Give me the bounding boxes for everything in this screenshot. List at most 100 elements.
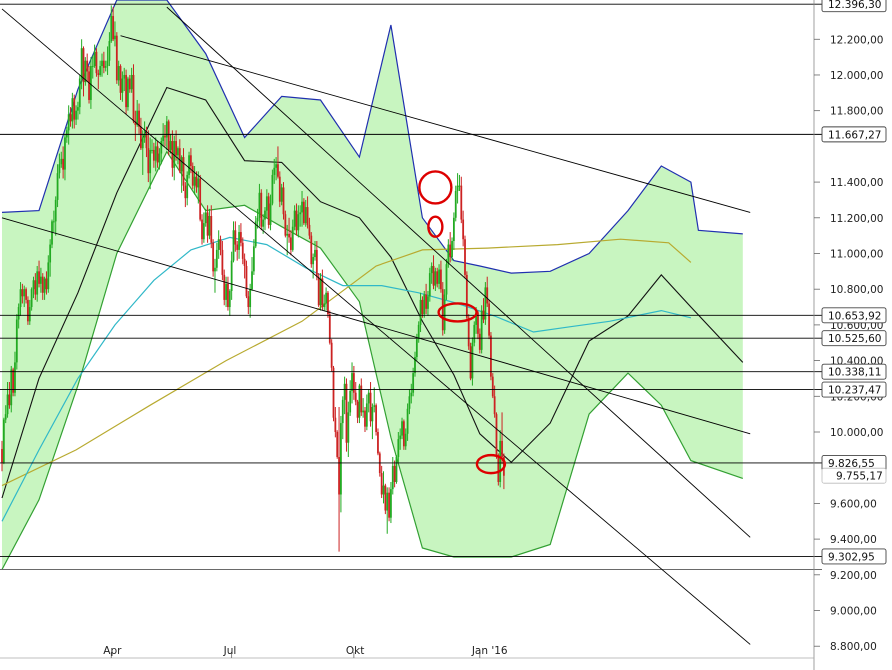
level-price-label: 10.653,92 bbox=[828, 310, 881, 322]
level-price-label: 9.826,55 bbox=[828, 458, 875, 470]
candle-body bbox=[49, 244, 52, 263]
candle-body bbox=[456, 185, 459, 192]
candle-body bbox=[140, 126, 142, 149]
candle-body bbox=[312, 257, 315, 265]
candle-body bbox=[193, 176, 196, 186]
candle-body bbox=[106, 60, 109, 67]
candle-body bbox=[302, 201, 305, 224]
candle-body bbox=[315, 249, 318, 277]
candle-body bbox=[25, 289, 27, 300]
candle-body bbox=[327, 292, 329, 315]
candle-body bbox=[290, 237, 292, 250]
candle-body bbox=[134, 121, 137, 125]
candle-body bbox=[38, 271, 40, 284]
trendline bbox=[120, 35, 751, 213]
y-tick-label: 12.200,00 bbox=[830, 34, 883, 46]
candle-body bbox=[23, 289, 26, 297]
candle-body bbox=[475, 312, 478, 325]
candle-body bbox=[162, 135, 165, 142]
candle-body bbox=[382, 485, 385, 495]
candle-body bbox=[75, 110, 77, 120]
candle-body bbox=[180, 157, 183, 172]
candle-body bbox=[151, 149, 153, 151]
candle-body bbox=[136, 110, 139, 125]
candle-body bbox=[195, 176, 198, 188]
y-tick-label: 8.800,00 bbox=[830, 641, 877, 653]
candle-body bbox=[423, 294, 426, 315]
candle-body bbox=[206, 212, 209, 236]
candle-body bbox=[175, 141, 177, 156]
candle-body bbox=[82, 48, 85, 83]
level-price-box bbox=[821, 0, 887, 13]
candle-body bbox=[132, 74, 135, 122]
bollinger-band-fill bbox=[2, 0, 743, 570]
candle-body bbox=[425, 294, 428, 309]
candle-body bbox=[323, 303, 326, 308]
candle-body bbox=[204, 212, 207, 224]
candle-body bbox=[191, 166, 194, 186]
horizontal-level-lines bbox=[0, 3, 822, 570]
candle-body bbox=[395, 456, 398, 482]
candle-body bbox=[369, 392, 372, 422]
candle-body bbox=[480, 310, 483, 350]
candle-body bbox=[152, 149, 155, 161]
candle-body bbox=[212, 242, 215, 272]
candle-body bbox=[39, 276, 42, 284]
candle-body bbox=[197, 178, 200, 188]
candle-body bbox=[330, 342, 333, 368]
candle-body bbox=[34, 280, 37, 295]
candle-body bbox=[404, 433, 407, 447]
candle-body bbox=[328, 314, 331, 343]
candle-body bbox=[490, 335, 492, 377]
signal-marker-ellipse bbox=[427, 215, 444, 238]
candle-body bbox=[128, 78, 131, 90]
candle-body bbox=[258, 192, 261, 218]
y-tick-label: 12.000,00 bbox=[830, 70, 883, 82]
candle-body bbox=[343, 383, 346, 400]
candle-body bbox=[410, 392, 413, 397]
level-price-box bbox=[821, 548, 887, 565]
candle-body bbox=[102, 60, 105, 68]
candle-body bbox=[473, 324, 476, 343]
candle-body bbox=[47, 262, 50, 290]
candle-body bbox=[406, 408, 409, 434]
signal-marker-ellipse bbox=[475, 453, 507, 475]
candle-body bbox=[184, 185, 187, 199]
candle-body bbox=[30, 289, 33, 308]
y-tick-label: 9.400,00 bbox=[830, 534, 877, 546]
candle-body bbox=[262, 219, 265, 227]
candle-body bbox=[36, 271, 39, 295]
candle-body bbox=[297, 214, 300, 231]
candle-body bbox=[447, 244, 450, 265]
moving-average-100-line bbox=[1, 236, 692, 522]
candle-body bbox=[351, 373, 353, 391]
candle-body bbox=[295, 210, 298, 231]
candle-body bbox=[451, 240, 453, 258]
candle-body bbox=[138, 110, 140, 127]
level-price-box bbox=[821, 307, 887, 324]
candle-body bbox=[165, 121, 168, 138]
candle-body bbox=[319, 278, 322, 306]
candle-body bbox=[236, 244, 239, 250]
candle-body bbox=[217, 239, 220, 250]
candle-body bbox=[471, 342, 474, 379]
level-price-box bbox=[821, 330, 887, 347]
candle-body bbox=[360, 385, 363, 413]
candle-body bbox=[149, 149, 152, 174]
y-tick-label: 11.000,00 bbox=[830, 248, 883, 260]
candle-body bbox=[462, 219, 465, 240]
candle-body bbox=[214, 267, 216, 272]
candle-body bbox=[186, 174, 189, 199]
candle-body bbox=[438, 269, 440, 284]
candle-body bbox=[440, 269, 442, 290]
candle-body bbox=[386, 492, 389, 511]
candle-body bbox=[354, 392, 357, 402]
candle-body bbox=[414, 357, 416, 374]
candle-body bbox=[286, 233, 289, 236]
candle-body bbox=[393, 465, 396, 482]
candle-body bbox=[332, 367, 335, 418]
candle-body bbox=[356, 401, 359, 418]
candle-body bbox=[227, 283, 229, 308]
candle-body bbox=[104, 66, 107, 68]
candle-body bbox=[352, 373, 355, 393]
